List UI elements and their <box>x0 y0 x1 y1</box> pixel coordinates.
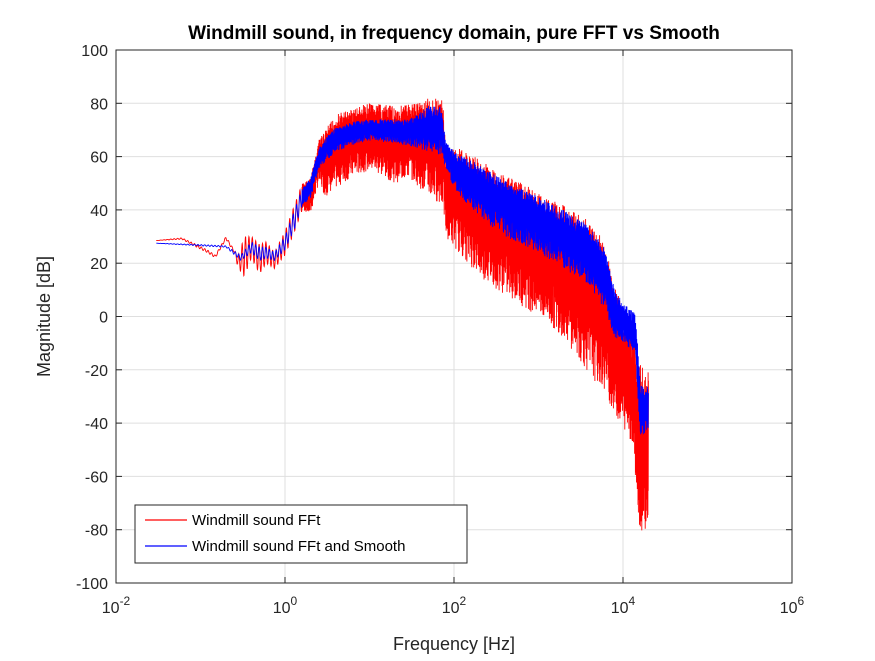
x-tick-label: 100 <box>273 594 298 617</box>
y-axis-label: Magnitude [dB] <box>34 256 54 377</box>
legend-box <box>134 504 468 564</box>
x-tick-exponent: 0 <box>291 594 298 608</box>
x-tick-base: 10 <box>273 600 291 617</box>
y-tick-label: 20 <box>90 256 108 273</box>
x-tick-exponent: -2 <box>120 594 131 608</box>
legend-label-1: Windmill sound FFt <box>192 512 321 529</box>
x-tick-label: 102 <box>442 594 467 617</box>
x-tick-exponent: 4 <box>629 594 636 608</box>
series-line-2 <box>156 106 649 435</box>
y-tick-label: -40 <box>85 416 108 433</box>
y-tick-label: -100 <box>76 576 108 593</box>
legend-label-2: Windmill sound FFt and Smooth <box>192 538 405 555</box>
x-tick-label: 106 <box>780 594 805 617</box>
x-tick-exponent: 2 <box>460 594 467 608</box>
chart-title: Windmill sound, in frequency domain, pur… <box>188 23 720 44</box>
x-tick-base: 10 <box>442 600 460 617</box>
x-tick-label: 104 <box>611 594 636 617</box>
series-line-1 <box>156 98 649 531</box>
x-axis-label: Frequency [Hz] <box>393 634 515 654</box>
y-tick-label: 100 <box>81 43 108 60</box>
y-tick-label: 80 <box>90 96 108 113</box>
legend: Windmill sound FFt Windmill sound FFt and… <box>134 504 468 564</box>
y-tick-label: -60 <box>85 469 108 486</box>
x-tick-label: 10-2 <box>102 594 131 617</box>
y-tick-label: 60 <box>90 150 108 167</box>
y-tick-label: -20 <box>85 363 108 380</box>
x-tick-exponent: 6 <box>798 594 805 608</box>
y-tick-label: 40 <box>90 203 108 220</box>
x-tick-base: 10 <box>611 600 629 617</box>
y-tick-label: -80 <box>85 523 108 540</box>
y-tick-label: 0 <box>99 310 108 327</box>
x-tick-base: 10 <box>780 600 798 617</box>
series-layer <box>156 98 649 531</box>
x-tick-base: 10 <box>102 600 120 617</box>
